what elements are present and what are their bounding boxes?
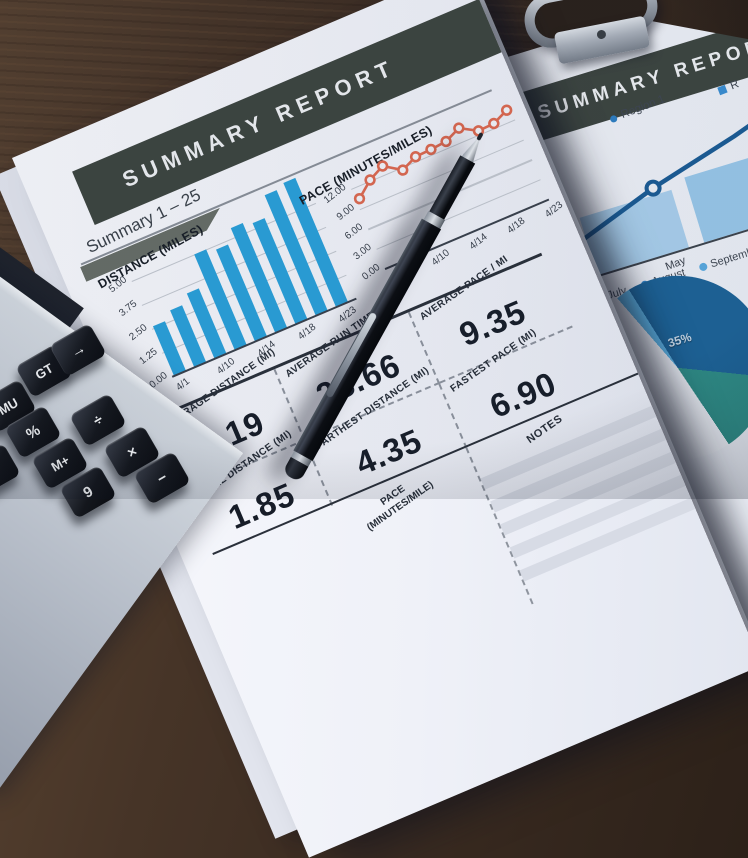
- x-axis-tick-label: 4/18: [296, 321, 319, 343]
- pace-data-point-icon: [453, 122, 465, 134]
- region-1-dot-icon: [609, 113, 619, 123]
- y-axis-tick-label: 3.75: [117, 298, 140, 320]
- clipboard-clip-plate-hole: [596, 29, 607, 40]
- pace-data-point-icon: [397, 164, 409, 176]
- region-2-square-icon: [717, 84, 728, 96]
- pace-data-point-icon: [353, 192, 366, 205]
- pace-line: [353, 104, 513, 205]
- notes-label: NOTES: [524, 412, 566, 447]
- legend-dot-icon: [698, 261, 709, 272]
- pace-data-point-icon: [488, 117, 500, 130]
- x-axis-tick-label: 4/23: [543, 199, 566, 221]
- x-axis-tick-label: 4/1: [174, 376, 192, 394]
- pace-data-point-icon: [425, 143, 437, 156]
- legend-region-2-label: R: [728, 78, 741, 93]
- y-axis-tick-label: 2.50: [127, 322, 150, 343]
- y-axis-tick-label: 1.25: [137, 346, 160, 367]
- pen-tip-icon: [476, 132, 484, 141]
- pace-data-point-icon: [500, 104, 513, 116]
- x-axis-tick-label: 4/14: [467, 231, 490, 253]
- summary-report-paper: SUMMARY REPORT Summary 1 – 25 DISTANCE (…: [12, 0, 748, 858]
- pace-line-chart: 12.009.006.003.000.004/14/104/144/184/23: [322, 104, 565, 284]
- pace-data-point-icon: [409, 151, 422, 163]
- pace-data-point-icon: [376, 160, 389, 172]
- trend-line-marker-icon: [644, 179, 662, 197]
- pace-data-point-icon: [440, 135, 452, 148]
- x-axis-tick-label: 4/18: [505, 215, 528, 237]
- pace-data-point-icon: [364, 174, 376, 186]
